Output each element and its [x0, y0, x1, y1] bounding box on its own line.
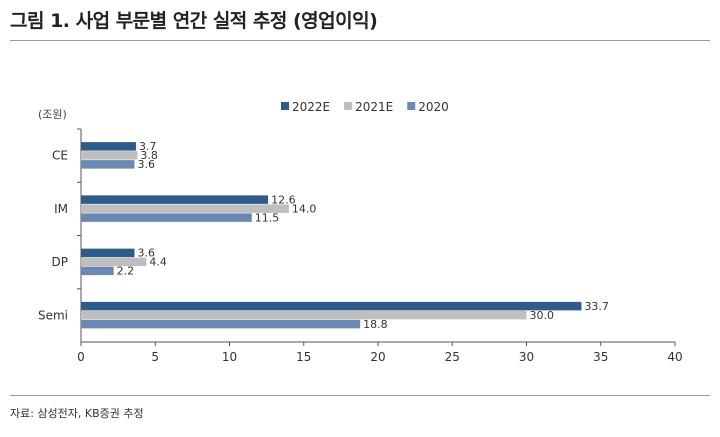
data-label-IM-2020: 11.5	[255, 211, 280, 224]
source-note: 자료: 삼성전자, KB증권 추정	[10, 407, 144, 420]
bar-IM-2021E	[81, 204, 289, 213]
legend-label-2022E: 2022E	[292, 100, 330, 114]
legend-swatch-2022E	[281, 102, 289, 110]
bar-IM-2022E	[81, 195, 269, 204]
x-tick-label: 40	[667, 350, 682, 364]
bar-CE-2022E	[81, 142, 136, 151]
data-label-CE-2020: 3.6	[137, 158, 155, 171]
bar-IM-2020	[81, 213, 252, 222]
legend-swatch-2021E	[344, 102, 353, 110]
x-tick-label: 30	[519, 350, 534, 364]
data-label-DP-2022E: 3.6	[137, 247, 155, 260]
bar-CE-2020	[81, 160, 135, 169]
unit-label: (조원)	[38, 108, 67, 121]
data-label-IM-2021E: 14.0	[292, 202, 317, 215]
source-divider	[10, 395, 710, 396]
legend-label-2020: 2020	[418, 100, 449, 114]
x-tick-label: 35	[593, 350, 608, 364]
data-label-DP-2021E: 4.4	[149, 256, 167, 269]
x-tick-label: 15	[296, 350, 311, 364]
bar-DP-2020	[81, 266, 114, 276]
figure-title: 그림 1. 사업 부문별 연간 실적 추정 (영업이익)	[10, 10, 378, 32]
bar-Semi-2022E	[81, 301, 582, 311]
data-label-Semi-2022E: 33.7	[584, 300, 609, 313]
bar-Semi-2021E	[81, 310, 527, 320]
x-tick-label: 10	[222, 350, 237, 364]
category-label-CE: CE	[52, 149, 68, 163]
bar-CE-2021E	[81, 151, 138, 160]
bar-DP-2021E	[81, 257, 147, 267]
category-label-Semi: Semi	[38, 308, 68, 322]
legend-swatch-2020	[407, 102, 416, 110]
bar-Semi-2020	[81, 319, 361, 329]
data-label-DP-2020: 2.2	[117, 265, 135, 278]
x-tick-label: 5	[151, 350, 159, 364]
legend-label-2021E: 2021E	[355, 100, 393, 114]
title-divider	[10, 40, 710, 41]
category-label-IM: IM	[54, 202, 68, 216]
bar-DP-2022E	[81, 248, 135, 258]
data-label-IM-2022E: 12.6	[271, 193, 296, 206]
category-label-DP: DP	[52, 255, 68, 269]
x-tick-label: 25	[445, 350, 460, 364]
data-label-Semi-2021E: 30.0	[530, 309, 555, 322]
data-label-Semi-2020: 18.8	[363, 318, 388, 331]
x-tick-label: 20	[370, 350, 385, 364]
x-tick-label: 0	[77, 350, 85, 364]
data-label-CE-2022E: 3.7	[139, 140, 157, 153]
data-label-CE-2021E: 3.8	[140, 149, 158, 162]
